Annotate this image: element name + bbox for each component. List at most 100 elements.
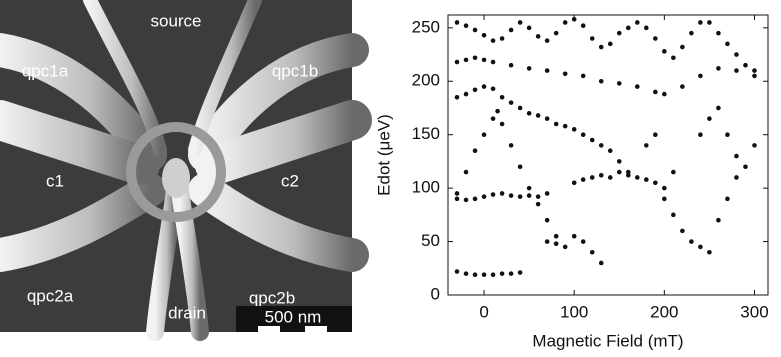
data-point [526,193,532,198]
y-tick-label: 250 [412,17,440,36]
data-point [463,197,469,203]
scale-bar-box [236,306,352,332]
image-label: source [150,11,201,30]
data-point [508,143,514,148]
data-point [544,116,550,121]
data-point [607,41,613,47]
data-point [707,116,712,121]
data-point [499,271,505,276]
gates [0,0,372,341]
data-point [580,132,586,137]
x-tick-label: 300 [740,302,768,321]
image-label: drain [168,303,206,322]
data-point [472,27,478,33]
data-point [499,94,505,100]
data-point [662,185,667,191]
data-point [671,55,676,61]
image-label: c1 [46,171,64,190]
x-tick-label: 200 [650,302,678,321]
data-point [698,244,703,250]
data-point [616,81,622,86]
data-point [598,173,604,178]
data-point [598,44,604,50]
x-tick-label: 100 [560,302,588,321]
data-point [725,41,730,47]
data-point [580,177,586,182]
data-point [625,169,631,175]
data-point [598,260,604,266]
data-point [517,20,523,25]
data-point [734,153,739,159]
data-point [490,59,496,65]
data-point [472,55,478,61]
scale-bar [305,326,327,332]
data-point [625,25,631,31]
data-point [499,36,505,41]
data-point [508,271,514,276]
data-point [535,34,541,39]
data-point [490,86,496,92]
data-point [743,164,748,170]
data-point [481,84,487,89]
data-point [598,78,604,84]
data-point [508,193,514,198]
y-tick-label: 0 [431,284,440,303]
data-point [725,196,730,202]
data-point [580,23,586,28]
y-tick-label: 200 [412,71,440,90]
data-point [481,132,487,137]
data-point [553,121,559,127]
data-point [553,241,559,247]
data-point [653,132,658,137]
image-label: c2 [281,171,299,190]
data-point [526,111,532,116]
data-point [607,175,613,180]
dot-ring [126,122,226,222]
data-point [517,105,523,111]
data-point [571,127,577,132]
data-point [490,116,496,121]
data-point [752,73,757,79]
data-point [725,132,730,137]
data-point [495,108,500,114]
data-point [508,62,514,68]
data-point [454,196,460,202]
data-point [734,52,739,57]
data-point [589,249,595,255]
data-point [517,194,523,199]
data-point [481,33,487,38]
data-point [490,38,496,43]
micrograph: source qpc1a qpc1b c1 c2 qpc2a qpc2b dra… [0,0,372,341]
data-point [634,84,640,89]
data-point [481,272,487,277]
data-point [662,91,667,97]
data-point [463,271,469,276]
dot-center [162,158,190,198]
data-point [716,105,721,111]
data-point [463,169,469,175]
data-point [752,143,757,148]
data-point [653,36,658,41]
data-point [743,62,748,68]
image-label: qpc1a [22,61,69,80]
data-point [562,123,568,129]
data-point [680,84,685,89]
data-point [454,269,460,274]
data-point [653,180,658,186]
data-point [535,194,541,199]
data-point [562,71,568,77]
data-point [616,169,622,175]
data-point [463,57,469,63]
data-point [472,196,478,202]
data-point [680,228,685,234]
data-point [644,143,649,148]
data-point [589,175,595,180]
data-point [544,191,550,196]
data-point [707,249,712,255]
data-point [553,233,559,239]
data-point [634,175,640,180]
data-point [526,25,532,31]
data-point [454,94,460,100]
data-point [490,272,496,277]
data-point [472,272,478,277]
